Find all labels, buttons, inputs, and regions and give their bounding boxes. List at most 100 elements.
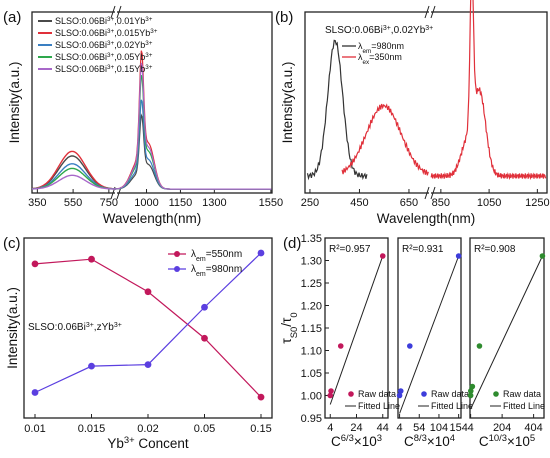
panel-a-legend-entry-part: SLSO:0.06Bi (55, 28, 107, 38)
panel-b-frame (304, 11, 548, 194)
panel-d-y-axis-label-part: /τ (279, 317, 294, 327)
panel-a-x-tick-label: 1550 (259, 197, 283, 209)
panel-d-x-axis-label-part: ×10 (427, 434, 450, 449)
panel-a-legend-entry-part: 3+ (107, 64, 115, 71)
panel-a-legend-entry-part: ,0.02Yb (114, 40, 145, 50)
panel-c-legend-entry-part: λ (191, 264, 196, 275)
panel-d-x-tick-label: 404 (524, 422, 542, 434)
panel-c-x-axis-label-part: 3+ (124, 435, 135, 446)
panel-d-y-tick-label: 1.30 (301, 256, 322, 268)
panel-d-x-axis-label-part: C (331, 434, 341, 449)
panel-d-x-axis-label: C6/3×103 (331, 433, 382, 450)
panel-d-y-axis-label-part: 0 (289, 312, 300, 317)
panel-b-legend-entry: λex=350nm (358, 52, 402, 66)
panel-a-legend-entry-part: SLSO:0.06Bi (55, 52, 107, 62)
panel-b-title-part: 3+ (425, 25, 433, 32)
panel-d-x-axis-label-part: 10/3 (489, 433, 507, 444)
panel-a-axis-break-gap (115, 190, 117, 196)
panel-c-legend-entry-part: λ (191, 249, 196, 260)
panel-d-x-axis-label-part: 8/3 (414, 433, 427, 444)
panel-d-legend-raw: Raw data (431, 389, 469, 399)
panel-d-x-tick-label: 4 (397, 422, 403, 434)
panel-b-legend-entry-part: λ (358, 52, 363, 62)
panel-d-x-axis-label-part: 5 (530, 433, 535, 444)
panel-d-x-tick-label: 4 (327, 422, 333, 434)
panel-b-x-tick-label: 450 (350, 197, 368, 209)
panel-c-point (257, 393, 265, 401)
panel-a-legend-entry-part: ,0.15Yb (114, 64, 145, 74)
panel-d-subplot-frame (469, 237, 545, 419)
panel-a-legend-entry-part: SLSO:0.06Bi (55, 64, 107, 74)
panel-a-frame (31, 11, 273, 194)
panel-d-x-axis-label: C8/3×104 (404, 433, 455, 450)
panel-c-legend-entry: λem=550nm (191, 249, 242, 263)
panel-a-x-tick-label: 350 (28, 197, 46, 209)
panel-b-emission-line-vis (341, 103, 429, 176)
panel-b-title-part: 3+ (383, 25, 391, 32)
panel-c-y-axis-label: Intensity(a.u.) (5, 287, 20, 369)
panel-a-x-tick-label: 1000 (134, 197, 158, 209)
panel-d-subplot-frame (397, 237, 462, 419)
panel-b-axis-break-gap (429, 190, 431, 196)
panel-d-r2-label: R²=0.931 (402, 244, 444, 255)
panel-d-y-axis-label: τS0/τ0 (279, 312, 300, 343)
panel-b-axis-break (424, 5, 430, 19)
panel-d-y-tick-label: 1.35 (301, 233, 322, 245)
panel-a-y-axis-label: Intensity(a.u.) (7, 62, 22, 144)
panel-d-y-tick-label: 1.05 (301, 368, 322, 380)
panel-c-x-tick-label: 0.015 (78, 423, 106, 435)
panel-c-x-tick-label: 0.02 (137, 423, 158, 435)
panel-d-r2-label: R²=0.908 (474, 244, 516, 255)
panel-d-x-axis-label: C10/3×105 (479, 433, 535, 450)
panel-b-legend-entry-part: ex (363, 59, 371, 66)
panel-b-legend-entry-part: em (363, 48, 372, 55)
panel-d-y-tick-label: 1.00 (301, 391, 322, 403)
panel-c-annotation-part: SLSO:0.06Bi (28, 322, 86, 333)
panel-b-x-tick-label: 1050 (477, 197, 501, 209)
panel-a-series-line-nir (115, 62, 272, 190)
panel-b-title-part: ,0.02Yb (391, 25, 426, 36)
panel-d-y-axis-label-part: S0 (289, 327, 300, 339)
panel-d-x-axis-label-part: 6/3 (341, 433, 354, 444)
panel-c-point (201, 334, 208, 342)
panel-d-point (476, 343, 483, 349)
panel-a-axis-break-gap (115, 9, 117, 15)
panel-d-legend-marker (493, 391, 499, 397)
panel-d-point (469, 383, 476, 390)
panel-c-point (144, 288, 152, 296)
panel-d-point (467, 392, 474, 399)
panel-a-legend-entry-part: 3+ (150, 28, 158, 35)
panel-d-point (337, 343, 344, 349)
panel-d-point (379, 253, 386, 259)
panel-a-legend-entry-part: SLSO:0.06Bi (55, 40, 107, 50)
panel-d-x-tick-label: 54 (413, 422, 425, 434)
panel-b-x-tick-label: 1250 (525, 197, 549, 209)
panel-d-legend-marker (348, 391, 354, 397)
panel-d-y-tick-label: 0.95 (301, 413, 322, 425)
panel-a-legend-entry: SLSO:0.06Bi3+,0.01Yb3+ (55, 16, 153, 27)
panel-d-legend-fit: Fitted Line (431, 401, 473, 411)
panel-c-point (88, 362, 95, 370)
panel-a-series-line-vis (31, 150, 116, 190)
panel-d-x-axis-label-part: 3 (377, 433, 382, 444)
panel-d-fitted-line (329, 255, 384, 405)
panel-c-annotation-part: 3+ (114, 322, 122, 329)
panel-d-point (397, 388, 404, 394)
panel-a-legend-entry-part: 3+ (107, 28, 115, 35)
panel-c-annotation-part: 3+ (86, 322, 94, 329)
panel-a-legend-entry: SLSO:0.06Bi3+,0.15Yb3+ (55, 64, 153, 75)
panel-a-legend-entry: SLSO:0.06Bi3+,0.015Yb3+ (55, 28, 158, 39)
panel-d-legend-fit: Fitted Line (503, 401, 545, 411)
panel-c-annotation: SLSO:0.06Bi3+,zYb3+ (28, 322, 122, 334)
panel-c-point (31, 260, 39, 268)
panel-d-y-tick-label: 1.25 (301, 278, 322, 290)
panel-d-x-tick-label: 4 (468, 422, 474, 434)
panel-d-legend-marker (421, 391, 427, 397)
panel-d-x-tick-label: 44 (377, 422, 389, 434)
panel-b-x-tick-label: 850 (432, 197, 450, 209)
panel-d-fitted-line (470, 255, 543, 410)
panel-c-x-axis-label-part: Concent (135, 436, 189, 451)
panel-a-legend-entry: SLSO:0.06Bi3+,0.02Yb3+ (55, 40, 153, 51)
